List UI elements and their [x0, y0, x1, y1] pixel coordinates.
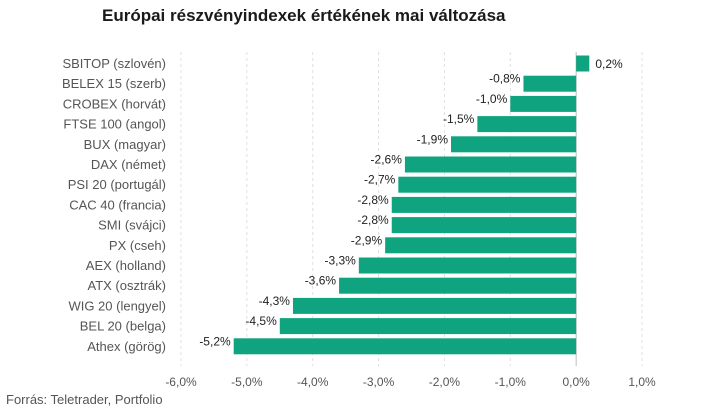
bar-3 — [477, 116, 577, 133]
value-label-1: -0,8% — [489, 72, 521, 86]
category-label-2: CROBEX (horvát) — [63, 96, 166, 111]
bar-6 — [398, 176, 577, 193]
bar-8 — [391, 217, 577, 234]
x-tick-label-4: -2,0% — [429, 375, 461, 389]
bar-0 — [576, 55, 590, 72]
bar-2 — [510, 95, 577, 112]
x-tick-label-6: 0,0% — [562, 375, 590, 389]
source-note: Forrás: Teletrader, Portfolio — [6, 392, 163, 407]
category-label-11: ATX (osztrák) — [88, 278, 167, 293]
bar-7 — [391, 196, 577, 213]
value-label-0: 0,2% — [595, 57, 623, 71]
category-label-3: FTSE 100 (angol) — [63, 117, 166, 132]
category-label-14: Athex (görög) — [87, 339, 166, 354]
bar-12 — [292, 297, 577, 314]
bar-14 — [233, 338, 577, 355]
category-label-4: BUX (magyar) — [84, 137, 166, 152]
x-tick-label-2: -4,0% — [297, 375, 329, 389]
bar-9 — [385, 237, 577, 254]
value-label-9: -2,9% — [351, 233, 383, 247]
x-tick-label-7: 1,0% — [628, 375, 656, 389]
value-label-2: -1,0% — [476, 92, 508, 106]
value-label-7: -2,8% — [357, 193, 389, 207]
category-label-13: BEL 20 (belga) — [80, 319, 166, 334]
value-label-3: -1,5% — [443, 112, 475, 126]
chart-title: Európai részvényindexek értékének mai vá… — [102, 6, 506, 25]
x-tick-label-0: -6,0% — [165, 375, 197, 389]
category-label-10: AEX (holland) — [86, 258, 166, 273]
bar-5 — [404, 156, 577, 173]
value-label-4: -1,9% — [417, 132, 449, 146]
category-label-0: SBITOP (szlovén) — [62, 56, 166, 71]
bar-11 — [339, 277, 577, 294]
x-tick-label-5: -1,0% — [495, 375, 527, 389]
value-label-12: -4,3% — [259, 294, 291, 308]
value-label-5: -2,6% — [371, 153, 403, 167]
category-label-9: PX (cseh) — [109, 238, 166, 253]
value-label-13: -4,5% — [245, 314, 277, 328]
category-label-12: WIG 20 (lengyel) — [68, 298, 166, 313]
bar-13 — [279, 318, 577, 335]
category-label-5: DAX (német) — [91, 157, 166, 172]
value-label-8: -2,8% — [357, 213, 389, 227]
category-label-8: SMI (svájci) — [98, 218, 166, 233]
x-tick-label-3: -3,0% — [363, 375, 395, 389]
value-label-6: -2,7% — [364, 173, 396, 187]
bar-1 — [523, 75, 577, 92]
x-tick-label-1: -5,0% — [231, 375, 263, 389]
category-label-7: CAC 40 (francia) — [69, 197, 166, 212]
value-label-14: -5,2% — [199, 334, 231, 348]
value-label-11: -3,6% — [305, 274, 337, 288]
value-label-10: -3,3% — [324, 254, 356, 268]
bar-4 — [451, 136, 577, 153]
bar-10 — [358, 257, 577, 274]
category-label-1: BELEX 15 (szerb) — [62, 76, 166, 91]
category-label-6: PSI 20 (portugál) — [68, 177, 166, 192]
